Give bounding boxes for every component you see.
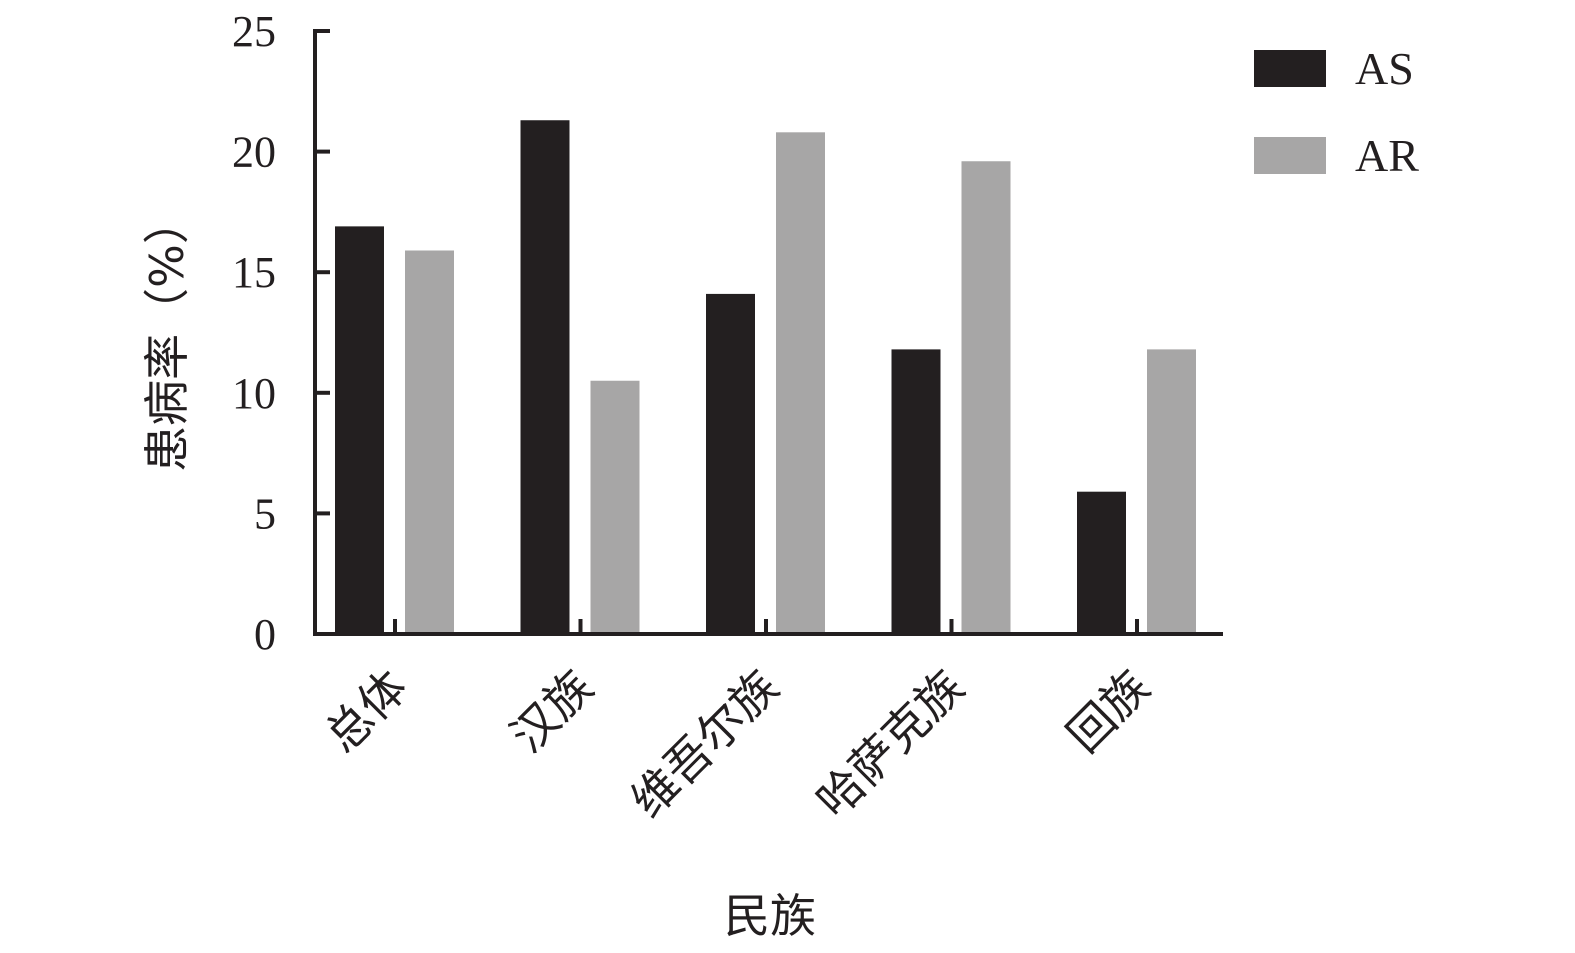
x-axis-category-labels: 总体 汉族 维吾尔族 哈萨克族 回族 [315, 660, 1160, 828]
bar-as [335, 226, 384, 634]
bar-as [891, 349, 941, 634]
bar-as [520, 120, 570, 634]
bar-ar [961, 161, 1011, 635]
legend: AS AR [1254, 43, 1419, 181]
x-category-label: 汉族 [500, 660, 603, 763]
legend-label-as: AS [1355, 43, 1414, 94]
bar-as [706, 293, 755, 634]
bar-as [1077, 491, 1126, 634]
bar-ar [776, 132, 825, 634]
bar-ar [1147, 349, 1196, 634]
x-category-label: 总体 [315, 660, 418, 763]
y-tick-label: 25 [232, 7, 276, 56]
y-tick-label: 20 [232, 128, 276, 177]
y-tick-label: 5 [254, 489, 276, 538]
legend-swatch-ar [1254, 137, 1326, 174]
bar-ar [590, 380, 640, 634]
y-tick-label: 15 [232, 248, 276, 297]
bar-ar [405, 250, 454, 634]
legend-swatch-as [1254, 50, 1326, 87]
bars [335, 120, 1196, 635]
x-category-label: 维吾尔族 [620, 660, 788, 828]
legend-label-ar: AR [1355, 130, 1419, 181]
x-category-label: 回族 [1057, 660, 1160, 763]
y-tick-label: 10 [232, 369, 276, 418]
y-tick-label: 0 [254, 610, 276, 659]
axes [313, 29, 1223, 636]
x-category-label: 哈萨克族 [806, 660, 974, 828]
y-axis-ticks: 0 5 10 15 20 25 [232, 7, 330, 659]
x-axis-title: 民族 [724, 889, 816, 943]
y-axis-title: 患病率（%） [140, 198, 194, 472]
